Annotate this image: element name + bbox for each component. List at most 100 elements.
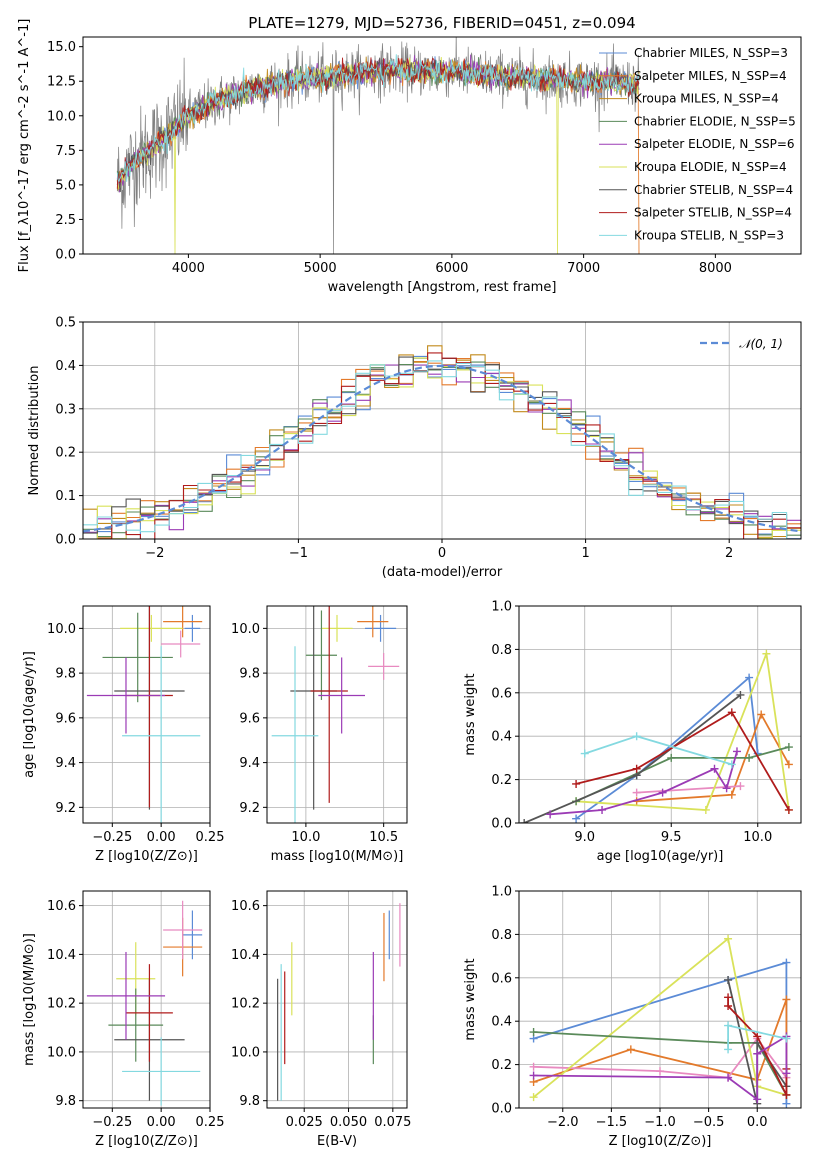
x-axis-label: mass [log10(M/M⊙)] bbox=[271, 849, 404, 864]
series-pink bbox=[632, 782, 745, 797]
series-marker bbox=[632, 788, 641, 797]
series-line bbox=[550, 751, 738, 816]
plot-area-weight_vs_Z bbox=[529, 934, 791, 1108]
x-axis-label: (data-model)/error bbox=[382, 565, 503, 580]
y-tick-label: 0.0 bbox=[55, 248, 76, 263]
series-marker bbox=[724, 975, 733, 984]
y-axis-label: age [log10(age/yr)] bbox=[22, 651, 37, 778]
series-marker bbox=[784, 805, 793, 814]
y-tick-label: 0.4 bbox=[55, 359, 76, 374]
errorbar-point-salpeter_elodie bbox=[86, 657, 166, 734]
y-tick-label: 9.8 bbox=[55, 1094, 76, 1109]
series-marker bbox=[529, 1028, 538, 1037]
series-kroupa_stelib bbox=[724, 1021, 791, 1054]
y-axis-label: Normed distribution bbox=[27, 366, 42, 496]
y-tick-label: 7.5 bbox=[55, 144, 76, 159]
grid-mass_vs_ebv bbox=[267, 891, 407, 1108]
y-tick-label: 9.8 bbox=[55, 667, 76, 682]
plot-area-residuals bbox=[83, 345, 801, 539]
errorbar-point-kroupa_stelib bbox=[271, 646, 319, 823]
series-salpeter_stelib bbox=[724, 993, 791, 1099]
series-marker bbox=[626, 1045, 635, 1054]
series-marker bbox=[724, 993, 733, 1002]
y-tick-label: 9.8 bbox=[239, 667, 260, 682]
x-tick-label: 0.25 bbox=[196, 1115, 225, 1130]
series-marker bbox=[732, 747, 741, 756]
series-marker bbox=[782, 1090, 791, 1099]
x-tick-label: 1 bbox=[581, 546, 589, 561]
legend-entry-kroupa_elodie: Kroupa ELODIE, N_SSP=4 bbox=[634, 160, 787, 174]
errorbar-point-kroupa_elodie bbox=[321, 614, 353, 642]
y-tick-label: 9.2 bbox=[239, 801, 260, 816]
y-tick-label: 10.0 bbox=[231, 622, 260, 637]
series-line bbox=[584, 735, 733, 766]
errorbar-point-chabrier_elodie bbox=[102, 612, 173, 703]
errorbar-point-salpeter_miles bbox=[357, 606, 389, 638]
errorbar-point-chabrier_miles bbox=[182, 910, 203, 960]
series-kroupa_stelib bbox=[580, 732, 736, 769]
series-marker bbox=[753, 1032, 762, 1041]
series-marker bbox=[572, 814, 581, 823]
series-marker bbox=[724, 1073, 733, 1082]
y-tick-label: 0.4 bbox=[491, 1015, 512, 1030]
y-axis-label: mass weight bbox=[463, 958, 478, 1040]
grid-mass_vs_Z bbox=[83, 891, 211, 1108]
series-marker bbox=[782, 958, 791, 967]
series-line bbox=[636, 712, 790, 803]
x-axis-label: E(B-V) bbox=[317, 1134, 357, 1149]
y-tick-label: 9.2 bbox=[55, 801, 76, 816]
series-marker bbox=[529, 1071, 538, 1080]
legend-entry-salpeter_miles: Salpeter MILES, N_SSP=4 bbox=[634, 69, 787, 83]
series-marker bbox=[520, 819, 529, 823]
axes-weight_vs_age: 9.0 9.5 10.0 0.0 0.2 0.4 0.6 0.8 1.0 age [log10(a… bbox=[463, 600, 802, 864]
x-tick-label: −2 bbox=[145, 546, 164, 561]
x-tick-label: 0.25 bbox=[196, 830, 225, 845]
series-marker bbox=[782, 1034, 791, 1043]
x-tick-label: 2 bbox=[725, 546, 733, 561]
model-line-salpeter_stelib bbox=[116, 57, 640, 189]
x-tick-label: −2.0 bbox=[547, 1115, 579, 1130]
plot-area-spectrum bbox=[116, 37, 640, 254]
x-tick-label: −0.5 bbox=[693, 1115, 725, 1130]
axes-frame bbox=[518, 605, 802, 824]
series-line bbox=[576, 650, 790, 811]
series-marker bbox=[658, 788, 667, 797]
y-tick-label: 10.0 bbox=[47, 622, 76, 637]
axes-mass_vs_ebv: 0.025 0.050 0.075 9.8 10.0 10.2 10.4 10.6 E(B-V) bbox=[231, 890, 411, 1149]
y-tick-label: 10.4 bbox=[47, 948, 76, 963]
y-tick-label: 10.4 bbox=[231, 948, 260, 963]
x-axis-label: wavelength [Angstrom, rest frame] bbox=[328, 280, 557, 295]
x-tick-label: 0.025 bbox=[286, 1115, 323, 1130]
errorbar-point-pink bbox=[163, 900, 203, 960]
legend-spectrum: Chabrier MILES, N_SSP=3 Salpeter MILES, N… bbox=[599, 46, 796, 242]
series-marker bbox=[572, 779, 581, 788]
y-tick-label: 10.0 bbox=[47, 1045, 76, 1060]
y-tick-label: 9.4 bbox=[55, 756, 76, 771]
errorbar-point-salpeter_stelib bbox=[310, 606, 348, 803]
x-tick-label: 10.5 bbox=[369, 830, 398, 845]
series-salpeter_miles bbox=[632, 710, 793, 806]
normal-curve-line bbox=[83, 364, 801, 533]
series-marker bbox=[724, 1002, 733, 1011]
plot-area-mass_vs_ebv bbox=[277, 903, 401, 1101]
histogram-kroupa_stelib bbox=[83, 360, 801, 539]
y-tick-label: 9.4 bbox=[239, 756, 260, 771]
errorbar-point-salpeter_elodie bbox=[86, 951, 166, 1040]
y-axis-label: mass weight bbox=[463, 673, 478, 755]
y-tick-label: 10.2 bbox=[47, 997, 76, 1012]
series-marker bbox=[757, 710, 766, 719]
axes-age_vs_Z: −0.25 0.00 0.25 9.2 9.4 9.6 9.8 10.0 Z [log10(Z/… bbox=[22, 605, 225, 864]
x-tick-label: 0 bbox=[438, 546, 446, 561]
legend-entry-chabrier_elodie: Chabrier ELODIE, N_SSP=5 bbox=[634, 114, 796, 128]
series-line bbox=[575, 711, 790, 811]
x-axis-label: Z [log10(Z/Z⊙)] bbox=[95, 849, 198, 864]
errorbar-point-salpeter_stelib bbox=[125, 964, 173, 1062]
y-tick-label: 0.5 bbox=[55, 316, 76, 331]
series-line bbox=[533, 937, 787, 1098]
x-tick-label: 5000 bbox=[304, 261, 337, 276]
y-tick-label: 1.0 bbox=[491, 885, 512, 900]
axes-residuals: −2 −1 0 1 2 0.0 0.1 0.2 0.3 0.4 0.5 𝒩(0, 1) (data-mo… bbox=[27, 316, 802, 580]
errorbar-point-kroupa_stelib bbox=[122, 1037, 201, 1106]
errorbar-point-chabrier_miles bbox=[184, 614, 201, 642]
x-tick-label: 4000 bbox=[172, 261, 205, 276]
